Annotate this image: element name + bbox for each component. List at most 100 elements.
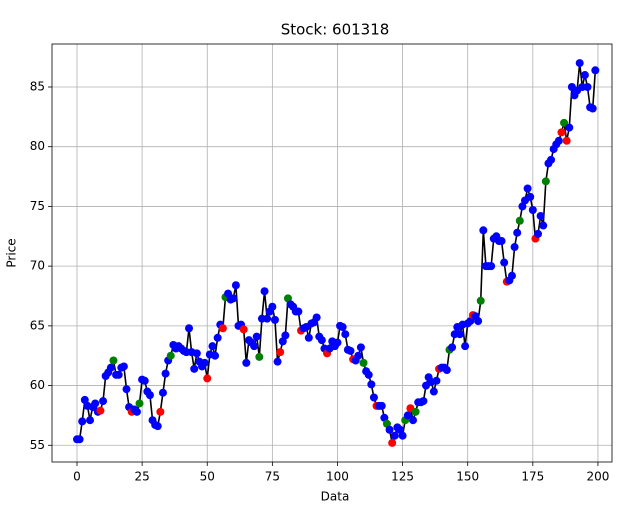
price-point — [99, 397, 108, 406]
price-point — [192, 349, 201, 358]
price-point — [562, 136, 571, 145]
price-point — [369, 393, 378, 402]
chart-title: Stock: 601318 — [281, 21, 390, 39]
price-point — [106, 363, 115, 372]
price-point — [534, 229, 543, 238]
y-tick-label: 55 — [30, 438, 45, 452]
price-point — [474, 317, 483, 326]
price-point — [270, 315, 279, 324]
price-point — [80, 395, 89, 404]
price-point — [395, 425, 404, 434]
y-tick-label: 75 — [30, 199, 45, 213]
price-point — [388, 438, 397, 447]
price-point — [78, 417, 87, 426]
price-point — [312, 313, 321, 322]
price-point — [273, 357, 282, 366]
price-point — [304, 333, 313, 342]
price-point — [86, 416, 95, 425]
price-point — [466, 317, 475, 326]
price-point — [158, 388, 167, 397]
price-point — [591, 66, 600, 75]
price-point — [96, 406, 105, 415]
price-point — [382, 419, 391, 428]
price-point — [132, 407, 141, 416]
price-point — [190, 364, 199, 373]
price-point — [385, 425, 394, 434]
price-point — [398, 431, 407, 440]
price-point — [377, 401, 386, 410]
price-point — [583, 82, 592, 91]
price-point — [429, 387, 438, 396]
price-point — [380, 413, 389, 422]
price-point — [260, 287, 269, 296]
plot-frame — [51, 43, 613, 463]
price-point — [390, 431, 399, 440]
price-point — [119, 362, 128, 371]
price-point — [341, 330, 350, 339]
price-point — [547, 155, 556, 164]
price-point — [218, 324, 227, 333]
x-tick-label: 25 — [134, 470, 149, 484]
price-point — [526, 192, 535, 201]
price-point — [268, 302, 277, 311]
price-point — [213, 333, 222, 342]
price-point — [442, 366, 451, 375]
price-point — [356, 343, 365, 352]
price-point — [231, 281, 240, 290]
price-point — [497, 237, 506, 246]
price-point — [140, 376, 149, 385]
price-point — [333, 338, 342, 347]
price-point — [346, 346, 355, 355]
x-tick-label: 50 — [200, 470, 215, 484]
price-point — [367, 380, 376, 389]
price-point — [185, 324, 194, 333]
y-tick-label: 70 — [30, 259, 45, 273]
price-point — [354, 351, 363, 360]
price-point — [432, 376, 441, 385]
price-point — [283, 294, 292, 303]
price-point — [554, 136, 563, 145]
price-point — [203, 374, 212, 383]
price-point — [229, 294, 238, 303]
price-point — [161, 369, 170, 378]
price-point — [575, 59, 584, 68]
price-point — [211, 351, 220, 360]
price-point — [122, 385, 131, 394]
y-tick-label: 65 — [30, 318, 45, 332]
price-point — [109, 356, 118, 365]
price-point — [317, 336, 326, 345]
price-point — [557, 128, 566, 137]
price-point — [294, 307, 303, 316]
price-point — [541, 177, 550, 186]
price-point — [224, 289, 233, 298]
price-point — [479, 226, 488, 235]
price-point — [278, 337, 287, 346]
price-point — [255, 352, 264, 361]
y-tick-label: 80 — [30, 139, 45, 153]
price-point — [153, 422, 162, 431]
price-point — [507, 271, 516, 280]
price-point — [523, 184, 532, 193]
x-tick-label: 125 — [391, 470, 414, 484]
price-point — [588, 104, 597, 113]
price-point — [91, 399, 100, 408]
x-tick-label: 100 — [326, 470, 349, 484]
price-point — [515, 216, 524, 225]
price-point — [510, 243, 519, 252]
price-point — [281, 331, 290, 340]
price-point — [536, 211, 545, 220]
x-tick-label: 175 — [521, 470, 544, 484]
price-point — [560, 118, 569, 127]
price-point — [239, 325, 248, 334]
price-point — [359, 358, 368, 367]
x-tick-label: 0 — [73, 470, 81, 484]
price-point — [411, 407, 420, 416]
price-point — [461, 342, 470, 351]
y-tick-label: 85 — [30, 79, 45, 93]
price-point — [338, 323, 347, 332]
price-point — [580, 71, 589, 80]
price-point — [419, 397, 428, 406]
price-point — [364, 370, 373, 379]
price-point — [114, 370, 123, 379]
